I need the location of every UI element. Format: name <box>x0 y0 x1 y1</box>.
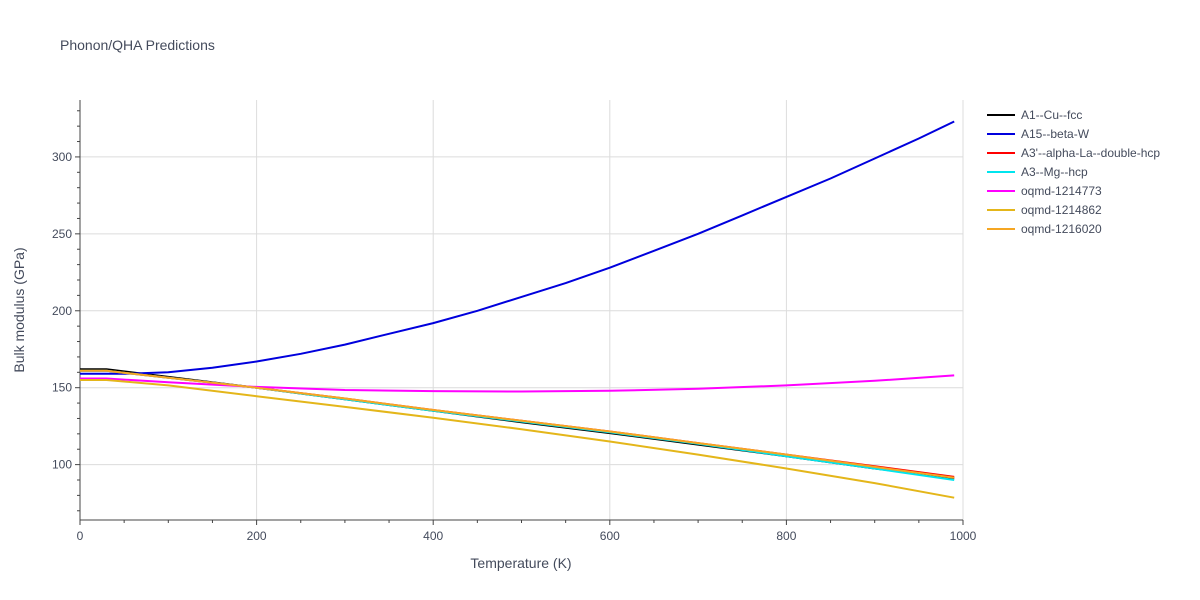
legend-label: oqmd-1214862 <box>1021 203 1102 217</box>
legend: A1--Cu--fcc A15--beta-W A3'--alpha-La--dou… <box>987 108 1160 236</box>
legend-item[interactable]: A1--Cu--fcc <box>987 108 1082 122</box>
legend-item[interactable]: A15--beta-W <box>987 127 1090 141</box>
x-tick-label: 1000 <box>950 529 977 543</box>
legend-label: A3'--alpha-La--double-hcp <box>1021 146 1160 160</box>
chart-title: Phonon/QHA Predictions <box>60 37 215 53</box>
legend-label: A1--Cu--fcc <box>1021 108 1082 122</box>
legend-item[interactable]: oqmd-1216020 <box>987 222 1102 236</box>
legend-label: oqmd-1214773 <box>1021 184 1102 198</box>
series-line-6 <box>80 369 955 479</box>
x-tick-label: 600 <box>600 529 620 543</box>
axes: 0 200 400 600 800 1000 100 150 200 250 300 <box>52 100 977 543</box>
x-tick-label: 0 <box>77 529 84 543</box>
x-axis-label: Temperature (K) <box>470 555 571 571</box>
series-line-4 <box>80 374 955 393</box>
legend-label: A15--beta-W <box>1021 127 1090 141</box>
y-tick-label: 200 <box>52 304 72 318</box>
y-tick-label: 250 <box>52 227 72 241</box>
x-tick-label: 200 <box>247 529 267 543</box>
y-tick-label: 100 <box>52 458 72 472</box>
y-axis-label: Bulk modulus (GPa) <box>11 247 27 372</box>
legend-item[interactable]: A3--Mg--hcp <box>987 165 1088 179</box>
x-tick-label: 400 <box>423 529 443 543</box>
series-line-1 <box>80 120 955 375</box>
legend-label: A3--Mg--hcp <box>1021 165 1088 179</box>
series-line-3 <box>80 369 955 481</box>
y-tick-label: 150 <box>52 381 72 395</box>
y-tick-label: 300 <box>52 150 72 164</box>
series-line-5 <box>80 379 955 499</box>
legend-item[interactable]: A3'--alpha-La--double-hcp <box>987 146 1160 160</box>
grid <box>80 100 964 520</box>
legend-item[interactable]: oqmd-1214773 <box>987 184 1102 198</box>
series-group <box>80 120 955 499</box>
legend-label: oqmd-1216020 <box>1021 222 1102 236</box>
x-tick-label: 800 <box>776 529 796 543</box>
legend-item[interactable]: oqmd-1214862 <box>987 203 1102 217</box>
